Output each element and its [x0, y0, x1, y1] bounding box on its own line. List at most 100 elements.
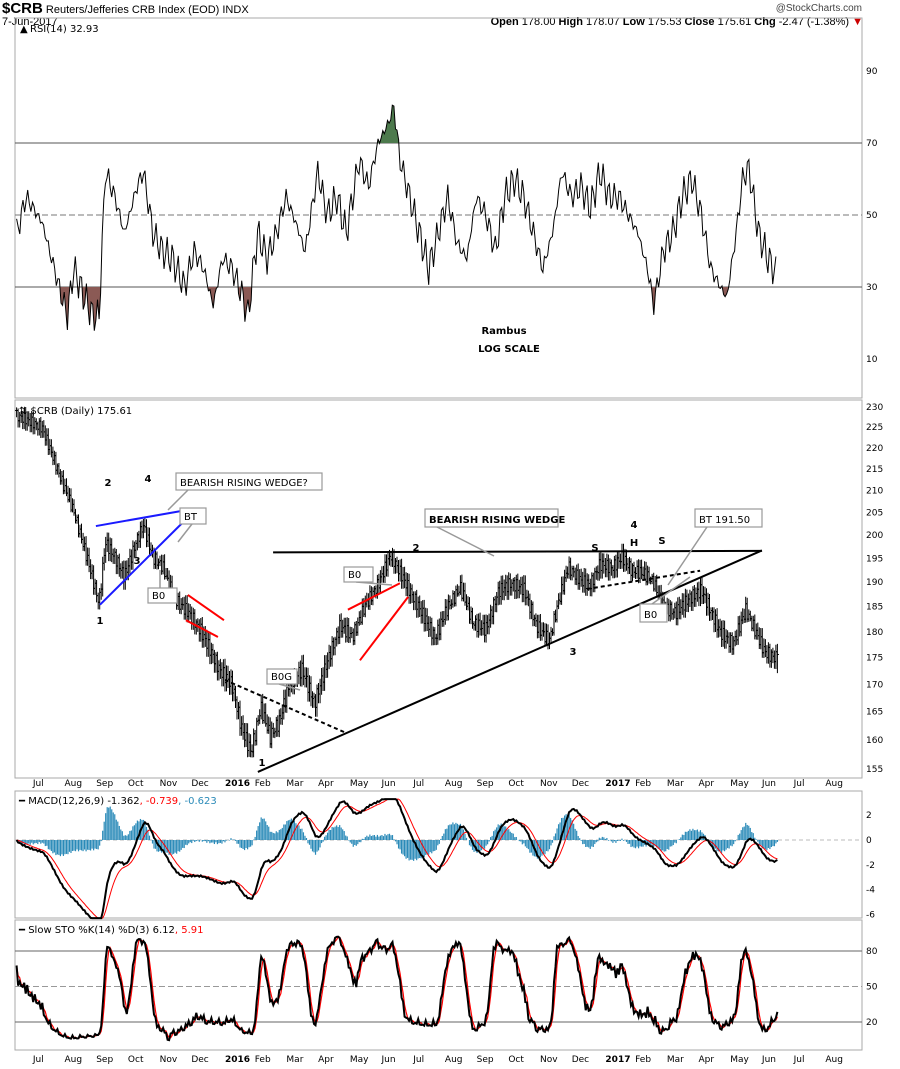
top-axis-month-label: Oct	[128, 779, 144, 789]
sto-legend-value: ━ Slow STO %K(14) %D(3) 6.12	[18, 925, 175, 936]
top-axis-month-label: Jul	[793, 779, 805, 789]
bottom-axis-month-label: Nov	[540, 1055, 558, 1065]
macd-tick-label: -4	[866, 886, 875, 896]
rsi-tick-label: 70	[866, 139, 878, 149]
price-tick-label: 220	[866, 444, 883, 454]
top-axis-month-label: Jul	[32, 779, 44, 789]
index-name: Reuters/Jefferies CRB Index (EOD) INDX	[45, 4, 249, 16]
macd-tick-label: -2	[866, 861, 875, 871]
callout-box	[694, 508, 763, 528]
top-axis-month-label: Dec	[572, 779, 589, 789]
callout-label: BT 191.50	[699, 515, 750, 526]
top-axis-month-label: Aug	[825, 779, 843, 789]
callout-box	[343, 566, 374, 583]
close-label: Close	[684, 16, 715, 28]
callout-box	[424, 508, 559, 528]
log-scale-note: LOG SCALE	[478, 344, 540, 355]
bottom-axis-month-label: Feb	[635, 1055, 651, 1065]
macd-line	[15, 798, 778, 920]
callout-label: B0	[644, 610, 657, 621]
sto-tick-label: 80	[866, 947, 878, 957]
top-axis-month-label: Sep	[477, 779, 494, 789]
wave-label: 3	[570, 647, 577, 658]
bottom-axis-month-label: Sep	[96, 1055, 113, 1065]
chart-date: 7-Jun-2017	[2, 16, 58, 28]
bottom-axis-month-label: Sep	[477, 1055, 494, 1065]
price-tick-label: 205	[866, 509, 883, 519]
price-tick-label: 230	[866, 403, 883, 413]
callout-label: BEARISH RISING WEDGE?	[180, 478, 308, 489]
top-axis-month-label: Nov	[540, 779, 558, 789]
callout-box	[175, 472, 323, 491]
price-legend: ⇅ $CRB (Daily) 175.61	[19, 406, 132, 417]
trendline-red	[185, 619, 219, 638]
sto-panel-border	[14, 919, 863, 1051]
close-value: 175.61	[717, 16, 752, 28]
callout-box	[147, 587, 178, 604]
chg-label: Chg	[754, 16, 776, 28]
rsi-tick-label: 30	[866, 283, 878, 293]
chg-value: -2.47 (-1.38%)	[778, 16, 850, 28]
top-axis-month-label: Mar	[667, 779, 684, 789]
callout-label: B0	[152, 591, 165, 602]
bottom-axis-month-label: Jul	[412, 1055, 424, 1065]
macd-tick-label: 2	[866, 811, 872, 821]
low-label: Low	[622, 16, 645, 28]
price-tick-label: 180	[866, 628, 883, 638]
top-axis-month-label: May	[350, 779, 369, 789]
bottom-axis-month-label: Mar	[667, 1055, 684, 1065]
callout-label: B0G	[271, 672, 292, 683]
sto-tick-label: 50	[866, 983, 878, 993]
price-tick-label: 175	[866, 654, 883, 664]
bottom-axis-month-label: 2017	[605, 1055, 630, 1065]
wave-label: 3	[134, 556, 141, 567]
trendline-red	[347, 582, 401, 611]
top-axis-month-label: Aug	[445, 779, 463, 789]
wave-label: 1	[97, 616, 104, 627]
high-value: 178.07	[586, 16, 620, 28]
bottom-axis-month-label: Jul	[793, 1055, 805, 1065]
rsi-legend: RSI(14) 32.93	[30, 24, 99, 35]
price-bar	[775, 643, 779, 674]
wave-label: S	[658, 536, 665, 547]
top-axis-month-label: Dec	[191, 779, 208, 789]
bottom-axis-month-label: Dec	[191, 1055, 208, 1065]
bottom-axis-month-label: Apr	[318, 1055, 334, 1065]
sto-k-line	[15, 935, 779, 1042]
rsi-icon: ▲	[20, 24, 28, 35]
bottom-axis-month-label: Mar	[286, 1055, 303, 1065]
top-axis-month-label: Jun	[381, 779, 396, 789]
bottom-axis-month-label: Jun	[761, 1055, 776, 1065]
symbol: $CRB	[2, 0, 43, 17]
down-arrow-icon: ▼	[852, 16, 863, 28]
callout-pointer	[177, 523, 193, 543]
top-axis-month-label: 2017	[605, 779, 630, 789]
quote-line: Open 178.00 High 178.07 Low 175.53 Close…	[491, 16, 863, 28]
macd-signal-line	[16, 798, 778, 919]
wave-label: 2	[105, 478, 112, 489]
bottom-axis-month-label: Aug	[825, 1055, 843, 1065]
bottom-axis-month-label: Aug	[65, 1055, 83, 1065]
macd-legend-value: ━ MACD(12,26,9) -1.362	[18, 796, 140, 807]
price-tick-label: 160	[866, 736, 883, 746]
callout-pointer	[436, 526, 495, 557]
callout-pointer	[651, 576, 691, 605]
wave-label: 1	[259, 758, 266, 769]
bottom-axis-month-label: Feb	[255, 1055, 271, 1065]
bottom-axis-month-label: Dec	[572, 1055, 589, 1065]
price-tick-label: 210	[866, 486, 883, 496]
price-tick-label: 165	[866, 708, 883, 718]
macd-legend: ━ MACD(12,26,9) -1.362, -0.739, -0.623	[18, 796, 217, 807]
trendline-black	[586, 569, 701, 591]
top-axis-month-label: Feb	[635, 779, 651, 789]
open-value: 178.00	[521, 16, 556, 28]
price-tick-label: 170	[866, 680, 883, 690]
rsi-tick-label: 90	[866, 67, 878, 77]
bottom-axis-month-label: Nov	[160, 1055, 178, 1065]
top-axis-month-label: Sep	[96, 779, 113, 789]
trendline-blue	[95, 510, 181, 528]
watermark: @StockCharts.com	[775, 3, 862, 14]
bottom-axis-month-label: Oct	[128, 1055, 144, 1065]
callout-pointer	[278, 683, 301, 691]
price-tick-label: 225	[866, 423, 883, 433]
